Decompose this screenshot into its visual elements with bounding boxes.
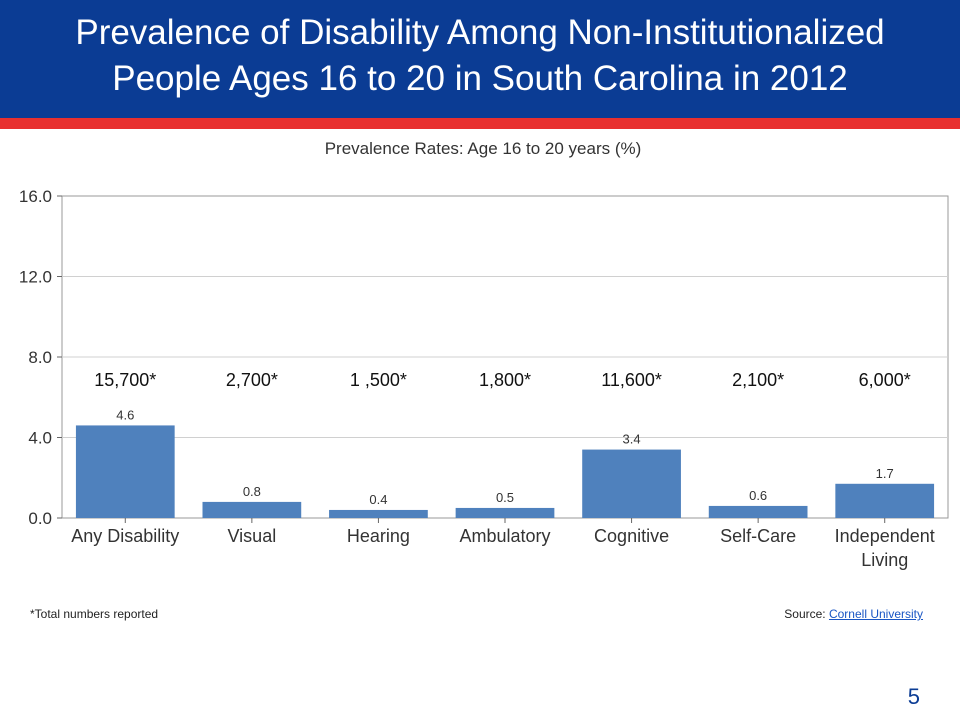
source-credit: Source: Cornell University xyxy=(784,607,923,621)
y-axis: 0.0 4.0 8.0 12.0 16.0 xyxy=(19,187,62,528)
x-axis: Any Disability Visual Hearing Ambulatory Cog… xyxy=(71,518,935,570)
y-tick-label: 4.0 xyxy=(28,429,52,448)
bar xyxy=(455,507,555,518)
slide-title-line-2: People Ages 16 to 20 in South Carolina i… xyxy=(112,59,848,98)
x-tick-label: Living xyxy=(861,550,908,570)
page-number: 5 xyxy=(907,684,920,709)
bar xyxy=(202,501,302,518)
slide-title-line-1: Prevalence of Disability Among Non-Insti… xyxy=(75,13,885,52)
bar-value-label: 0.8 xyxy=(243,484,261,499)
total-count-label: 6,000* xyxy=(859,370,911,390)
total-count-label: 1 ,500* xyxy=(350,370,407,390)
bar-value-label: 1.7 xyxy=(876,466,894,481)
y-tick-label: 12.0 xyxy=(19,268,52,287)
bar xyxy=(582,449,681,518)
chart-title: Prevalence Rates: Age 16 to 20 years (%) xyxy=(325,139,642,158)
bar-value-label: 0.4 xyxy=(369,492,387,507)
source-label: Source: xyxy=(784,607,829,621)
total-count-label: 2,100* xyxy=(732,370,784,390)
y-tick-label: 16.0 xyxy=(19,187,52,206)
y-tick-label: 0.0 xyxy=(28,509,52,528)
x-tick-label: Self-Care xyxy=(720,526,796,546)
footnote: *Total numbers reported xyxy=(30,607,159,621)
x-tick-label: Visual xyxy=(228,526,277,546)
title-bar xyxy=(0,0,960,118)
bars: 4.6 0.8 0.4 0.5 3.4 0.6 1.7 xyxy=(75,407,935,518)
total-count-labels: 15,700* 2,700* 1 ,500* 1,800* 11,600* 2,100* 6… xyxy=(94,370,910,390)
y-tick-label: 8.0 xyxy=(28,348,52,367)
bar-value-label: 4.6 xyxy=(116,407,134,422)
x-tick-label: Any Disability xyxy=(71,526,179,546)
bar-value-label: 3.4 xyxy=(623,432,641,447)
total-count-label: 2,700* xyxy=(226,370,278,390)
x-tick-label: Ambulatory xyxy=(459,526,550,546)
title-underline-stripe xyxy=(0,118,960,129)
source-link[interactable]: Cornell University xyxy=(828,607,923,621)
total-count-label: 11,600* xyxy=(601,370,662,390)
gridlines xyxy=(62,276,948,438)
bar xyxy=(835,483,935,518)
total-count-label: 1,800* xyxy=(479,370,531,390)
bar xyxy=(708,505,808,518)
bar-value-label: 0.5 xyxy=(496,490,514,505)
x-tick-label: Hearing xyxy=(347,526,410,546)
total-count-label: 15,700* xyxy=(94,370,156,390)
bar xyxy=(329,509,428,518)
bar xyxy=(75,425,175,518)
x-tick-label: Independent xyxy=(835,526,935,546)
bar-chart: Prevalence Rates: Age 16 to 20 years (%)… xyxy=(19,139,949,570)
bar-value-label: 0.6 xyxy=(749,488,767,503)
slide-title: Prevalence of Disability Among Non-Insti… xyxy=(0,10,960,102)
x-tick-label: Cognitive xyxy=(594,526,669,546)
